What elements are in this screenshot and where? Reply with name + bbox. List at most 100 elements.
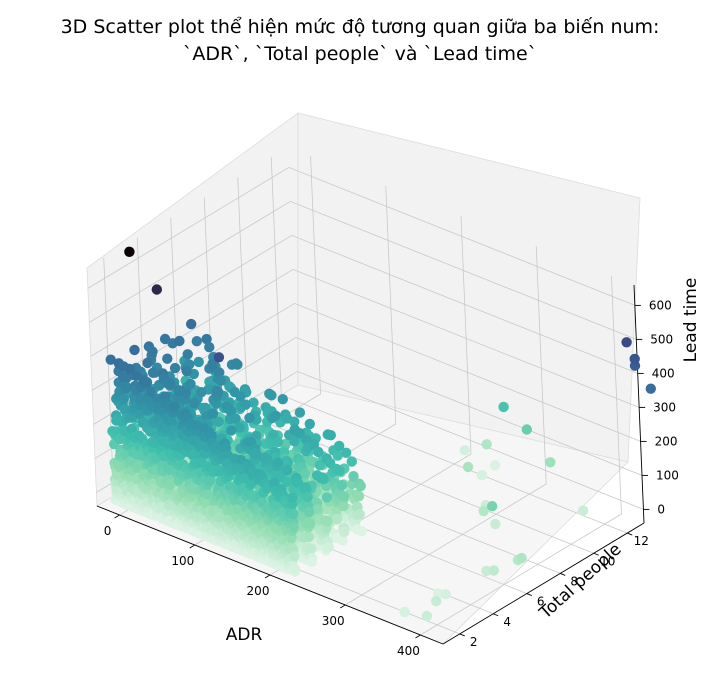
y-tick-mark xyxy=(560,573,565,575)
data-point xyxy=(288,509,298,519)
data-point xyxy=(646,384,656,394)
data-point xyxy=(303,532,313,542)
data-point xyxy=(182,366,192,376)
data-point xyxy=(477,470,487,480)
data-point xyxy=(522,424,532,434)
data-point xyxy=(441,589,451,599)
data-point xyxy=(322,516,332,526)
data-point xyxy=(341,448,351,458)
data-point xyxy=(356,481,366,491)
data-point xyxy=(290,564,300,574)
data-point xyxy=(165,378,175,388)
data-point xyxy=(232,359,242,369)
data-point xyxy=(306,543,316,553)
data-point xyxy=(295,407,305,417)
data-point xyxy=(162,354,172,364)
data-point xyxy=(213,387,223,397)
data-point xyxy=(338,501,348,511)
data-point xyxy=(278,394,288,404)
data-point xyxy=(334,466,344,476)
data-point xyxy=(630,354,640,364)
data-point xyxy=(244,413,254,423)
z-axis-label: Lead time xyxy=(681,278,701,363)
z-tick-label: 400 xyxy=(652,366,675,380)
x-tick-label: 0 xyxy=(104,524,112,538)
x-tick-label: 400 xyxy=(397,644,420,658)
data-point xyxy=(273,458,283,468)
data-point xyxy=(174,336,184,346)
data-point xyxy=(119,394,129,404)
y-tick-label: 4 xyxy=(503,615,511,629)
data-point xyxy=(142,358,152,368)
data-point xyxy=(498,402,508,412)
data-point xyxy=(305,419,315,429)
data-point xyxy=(463,462,473,472)
z-tick-labels: 0 100 200 300 400 500 600 xyxy=(649,298,679,516)
data-point xyxy=(326,430,336,440)
data-point xyxy=(183,349,193,359)
data-point xyxy=(324,542,334,552)
z-axis-line xyxy=(634,285,644,523)
data-point xyxy=(490,519,500,529)
data-point xyxy=(578,505,588,515)
data-point xyxy=(204,342,214,352)
data-point xyxy=(121,373,131,383)
z-tick-label: 200 xyxy=(655,434,678,448)
data-point xyxy=(208,408,218,418)
x-tick-label: 200 xyxy=(247,584,270,598)
data-point xyxy=(339,527,349,537)
y-tick-label: 12 xyxy=(634,534,649,548)
data-point xyxy=(355,509,365,519)
chart-title-line-1: 3D Scatter plot thể hiện mức độ tương qu… xyxy=(61,16,660,38)
data-point xyxy=(303,492,313,502)
y-axis-label: Total people xyxy=(535,539,625,623)
data-point xyxy=(545,457,555,467)
data-point xyxy=(124,247,134,257)
data-point xyxy=(516,553,526,563)
data-point xyxy=(273,437,283,447)
data-point xyxy=(305,519,315,529)
y-tick-mark xyxy=(627,533,632,535)
data-point xyxy=(357,526,367,536)
data-point xyxy=(422,611,432,621)
data-point xyxy=(147,346,157,356)
data-point xyxy=(196,387,206,397)
data-point xyxy=(319,474,329,484)
y-tick-mark xyxy=(527,594,532,596)
data-point xyxy=(241,400,251,410)
x-tick-mark xyxy=(340,605,345,608)
data-point xyxy=(287,492,297,502)
y-tick-mark xyxy=(460,634,465,636)
y-tick-label: 2 xyxy=(470,635,478,649)
data-point xyxy=(347,456,357,466)
data-point xyxy=(129,345,139,355)
data-point xyxy=(192,336,202,346)
data-point xyxy=(431,596,441,606)
data-point xyxy=(289,522,299,532)
data-point xyxy=(185,379,195,389)
data-point xyxy=(482,439,492,449)
z-tick-label: 300 xyxy=(653,400,676,414)
data-point xyxy=(304,507,314,517)
data-point xyxy=(216,375,226,385)
z-tick-label: 100 xyxy=(656,468,679,482)
data-point xyxy=(170,401,180,411)
x-tick-mark xyxy=(115,515,120,518)
data-point xyxy=(354,491,364,501)
data-point xyxy=(271,411,281,421)
y-tick-mark xyxy=(493,614,498,616)
data-point xyxy=(489,565,499,575)
data-point xyxy=(621,337,631,347)
data-point xyxy=(214,352,224,362)
z-tick-label: 500 xyxy=(650,332,673,346)
data-point xyxy=(339,491,349,501)
z-tick-label: 0 xyxy=(657,502,665,516)
x-tick-label: 300 xyxy=(322,614,345,628)
data-point xyxy=(148,368,158,378)
x-tick-label: 100 xyxy=(171,554,194,568)
data-point xyxy=(170,363,180,373)
data-point xyxy=(487,501,497,511)
data-point xyxy=(289,551,299,561)
data-point xyxy=(230,413,240,423)
